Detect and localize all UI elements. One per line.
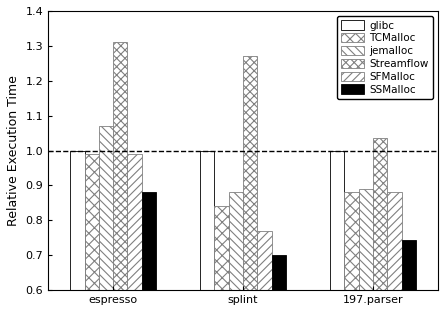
- Bar: [373, 138, 387, 312]
- Bar: [200, 151, 214, 312]
- Bar: [85, 154, 99, 312]
- Bar: [243, 56, 257, 312]
- Bar: [99, 126, 113, 312]
- Bar: [272, 255, 286, 312]
- Bar: [344, 193, 359, 312]
- Bar: [127, 154, 142, 312]
- Bar: [330, 151, 344, 312]
- Bar: [402, 240, 416, 312]
- Bar: [113, 42, 127, 312]
- Y-axis label: Relative Execution Time: Relative Execution Time: [7, 75, 20, 226]
- Bar: [359, 189, 373, 312]
- Bar: [214, 207, 229, 312]
- Bar: [257, 231, 272, 312]
- Bar: [387, 193, 402, 312]
- Bar: [70, 151, 85, 312]
- Bar: [142, 193, 156, 312]
- Legend: glibc, TCMalloc, jemalloc, Streamflow, SFMalloc, SSMalloc: glibc, TCMalloc, jemalloc, Streamflow, S…: [337, 16, 433, 99]
- Bar: [229, 193, 243, 312]
